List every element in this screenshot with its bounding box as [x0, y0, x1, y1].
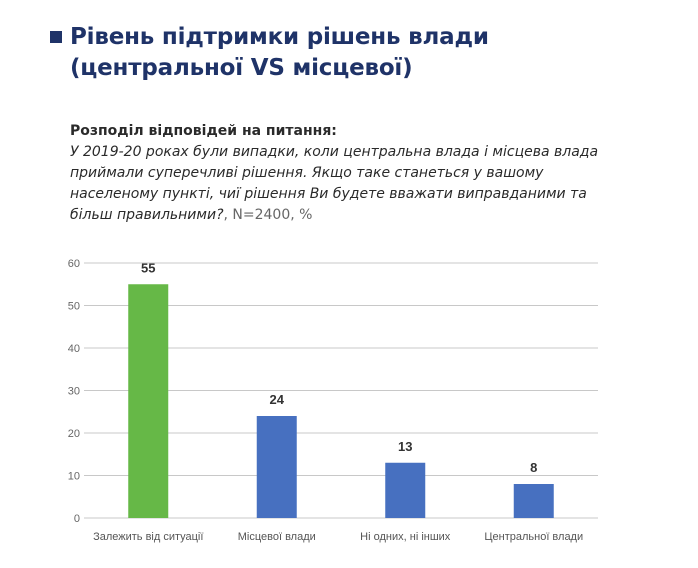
- title-line-1: Рівень підтримки рішень влади: [70, 24, 489, 50]
- y-tick-label: 20: [68, 428, 80, 440]
- y-tick-label: 40: [68, 343, 80, 355]
- x-category-label: Залежить від ситуації: [93, 531, 203, 543]
- data-label: 13: [398, 439, 412, 454]
- y-tick-label: 0: [74, 513, 80, 525]
- bar: [256, 416, 297, 518]
- question-label: Розподіл відповідей на питання:: [70, 123, 337, 139]
- y-tick-label: 30: [68, 386, 80, 398]
- y-tick-label: 60: [68, 258, 80, 270]
- data-label: 24: [270, 392, 285, 407]
- y-tick-label: 10: [68, 471, 80, 483]
- x-category-label: Ні одних, ні інших: [360, 531, 451, 543]
- bar: [385, 462, 426, 518]
- data-label: 8: [530, 460, 537, 475]
- title-line-2: (центральної VS місцевої): [70, 55, 413, 81]
- x-category-label: Місцевої влади: [238, 531, 316, 543]
- title-bullet: [50, 31, 62, 43]
- page-title: Рівень підтримки рішень влади (центральн…: [70, 22, 489, 84]
- bar: [513, 484, 554, 518]
- y-tick-label: 50: [68, 301, 80, 313]
- sample-size: , N=2400, %: [223, 207, 313, 223]
- x-category-label: Центральної влади: [484, 531, 583, 543]
- bar: [128, 284, 169, 518]
- question-text: У 2019-20 роках були випадки, коли центр…: [70, 144, 599, 223]
- question-block: Розподіл відповідей на питання: У 2019-2…: [70, 121, 610, 226]
- data-label: 55: [141, 260, 155, 275]
